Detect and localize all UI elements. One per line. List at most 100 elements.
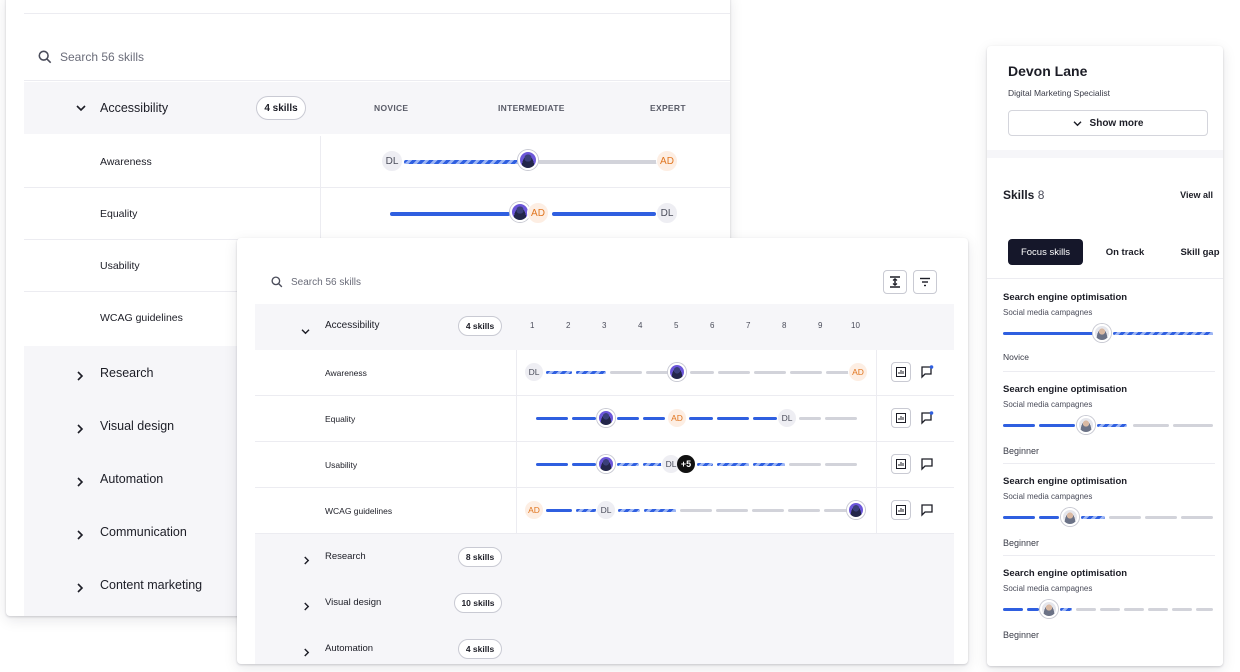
- segment: [1148, 608, 1168, 611]
- segment: [690, 371, 714, 374]
- group-row-communication[interactable]: Communication: [24, 505, 730, 558]
- group-header-accessibility[interactable]: Accessibility 4 skills NOVICE INTERMEDIA…: [24, 82, 730, 134]
- initials-dl: DL: [656, 202, 678, 224]
- chevron-right-icon: [76, 580, 84, 598]
- skill-card[interactable]: Search engine optimisation Social media …: [1003, 372, 1215, 464]
- chevron-right-icon: [76, 421, 84, 439]
- segment: [643, 463, 665, 466]
- segment: [617, 417, 639, 420]
- profile-role: Digital Marketing Specialist: [1008, 88, 1111, 98]
- show-more-label: Show more: [1089, 117, 1144, 129]
- segment: [1100, 608, 1120, 611]
- segment: [610, 371, 642, 374]
- segment: [790, 371, 822, 374]
- tab-skill-gap[interactable]: Skill gap: [1180, 246, 1220, 258]
- avatar: [1093, 324, 1111, 342]
- skill-count-badge: 4 skills: [458, 639, 502, 659]
- segment: [546, 371, 572, 374]
- avatar: [1061, 508, 1079, 526]
- skill-title: Search engine optimisation: [1003, 476, 1128, 487]
- skill-title: Search engine optimisation: [1003, 384, 1128, 395]
- skill-subtitle: Social media campagnes: [1003, 308, 1093, 317]
- show-more-button[interactable]: Show more: [1008, 110, 1208, 136]
- segment: [1081, 516, 1105, 519]
- search-bar[interactable]: Search 56 skills: [38, 46, 144, 68]
- chart-button[interactable]: [891, 500, 911, 520]
- segment: [753, 417, 777, 420]
- segment: [576, 509, 598, 512]
- chart-button[interactable]: [891, 454, 911, 474]
- search-icon: [38, 50, 52, 64]
- segment: [697, 463, 713, 466]
- segment: [644, 509, 676, 512]
- avatar: [1077, 416, 1095, 434]
- segment: [1076, 608, 1096, 611]
- segment: [1196, 608, 1213, 611]
- skills-matrix-front: Search 56 skills Accessibility 4 skills …: [237, 238, 968, 664]
- bar-chart-icon: [896, 367, 906, 377]
- segment: [572, 463, 596, 466]
- comment-button[interactable]: [917, 408, 937, 428]
- skill-row-wcag[interactable]: WCAG guidelines: [24, 292, 730, 344]
- segment: [1173, 424, 1213, 427]
- expand-collapse-button[interactable]: [883, 270, 907, 294]
- chart-button[interactable]: [891, 362, 911, 382]
- skill-row-wcag[interactable]: WCAG guidelines AD DL: [255, 488, 954, 534]
- segment: [1124, 608, 1144, 611]
- skill-row-equality[interactable]: Equality AD DL: [24, 188, 730, 240]
- segment: [717, 417, 749, 420]
- group-row-visual-design[interactable]: Visual design: [24, 399, 730, 452]
- group-row-content-marketing[interactable]: Content marketing: [24, 558, 730, 611]
- segment: [576, 371, 606, 374]
- segment: [799, 417, 821, 420]
- scale-10: 10: [851, 321, 860, 330]
- bar-chart-icon: [896, 505, 906, 515]
- skill-count-badge: 10 skills: [454, 593, 502, 613]
- search-icon: [271, 276, 283, 288]
- scale-1: 1: [530, 321, 535, 330]
- chevron-right-icon: [303, 598, 310, 616]
- group-row-visual-design[interactable]: Visual design 10 skills: [255, 580, 954, 626]
- tab-focus-skills[interactable]: Focus skills: [1008, 239, 1083, 265]
- view-all-link[interactable]: View all: [1180, 190, 1213, 200]
- skill-card[interactable]: Search engine optimisation Social media …: [1003, 556, 1215, 648]
- skill-row-equality[interactable]: Equality AD DL: [255, 396, 954, 442]
- skill-row-awareness[interactable]: Awareness DL AD: [24, 136, 730, 188]
- skill-row-usability[interactable]: Usability DL +5: [255, 442, 954, 488]
- filter-button[interactable]: [913, 270, 937, 294]
- group-name: Communication: [100, 525, 187, 539]
- skill-count-badge: 4 skills: [458, 316, 502, 336]
- avatar: [518, 150, 538, 170]
- skill-subtitle: Social media campagnes: [1003, 584, 1093, 593]
- skill-count-badge: 4 skills: [256, 96, 306, 120]
- level-intermediate: INTERMEDIATE: [498, 103, 565, 113]
- skill-row-awareness[interactable]: Awareness DL AD: [255, 350, 954, 396]
- group-name: Automation: [100, 472, 164, 486]
- tab-on-track[interactable]: On track: [1105, 246, 1145, 258]
- segment: [789, 463, 821, 466]
- chevron-right-icon: [76, 368, 84, 386]
- group-header-accessibility[interactable]: Accessibility 4 skills 1 2 3 4 5 6 7 8 9…: [255, 304, 954, 350]
- comment-button[interactable]: [917, 500, 937, 520]
- segment: [1172, 608, 1192, 611]
- skill-card[interactable]: Search engine optimisation Social media …: [1003, 464, 1215, 556]
- search-bar[interactable]: Search 56 skills: [271, 272, 361, 292]
- segment: [1003, 424, 1035, 427]
- more-users-badge[interactable]: +5: [677, 455, 695, 473]
- group-row-research[interactable]: Research: [24, 346, 730, 399]
- group-row-automation[interactable]: Automation 4 skills: [255, 626, 954, 664]
- chart-button[interactable]: [891, 408, 911, 428]
- chevron-right-icon: [303, 552, 310, 570]
- initials-dl: DL: [661, 454, 681, 474]
- initials-dl: DL: [777, 408, 797, 428]
- chevron-down-icon: [74, 101, 88, 115]
- skill-card[interactable]: Search engine optimisation Social media …: [1003, 280, 1215, 372]
- group-name: Automation: [325, 643, 374, 654]
- group-row-research[interactable]: Research 8 skills: [255, 534, 954, 580]
- scale-7: 7: [746, 321, 751, 330]
- comment-button[interactable]: [917, 454, 937, 474]
- progress-solid: [390, 212, 510, 216]
- comment-button[interactable]: [917, 362, 937, 382]
- group-row-automation[interactable]: Automation: [24, 452, 730, 505]
- profile-name: Devon Lane: [1008, 63, 1088, 79]
